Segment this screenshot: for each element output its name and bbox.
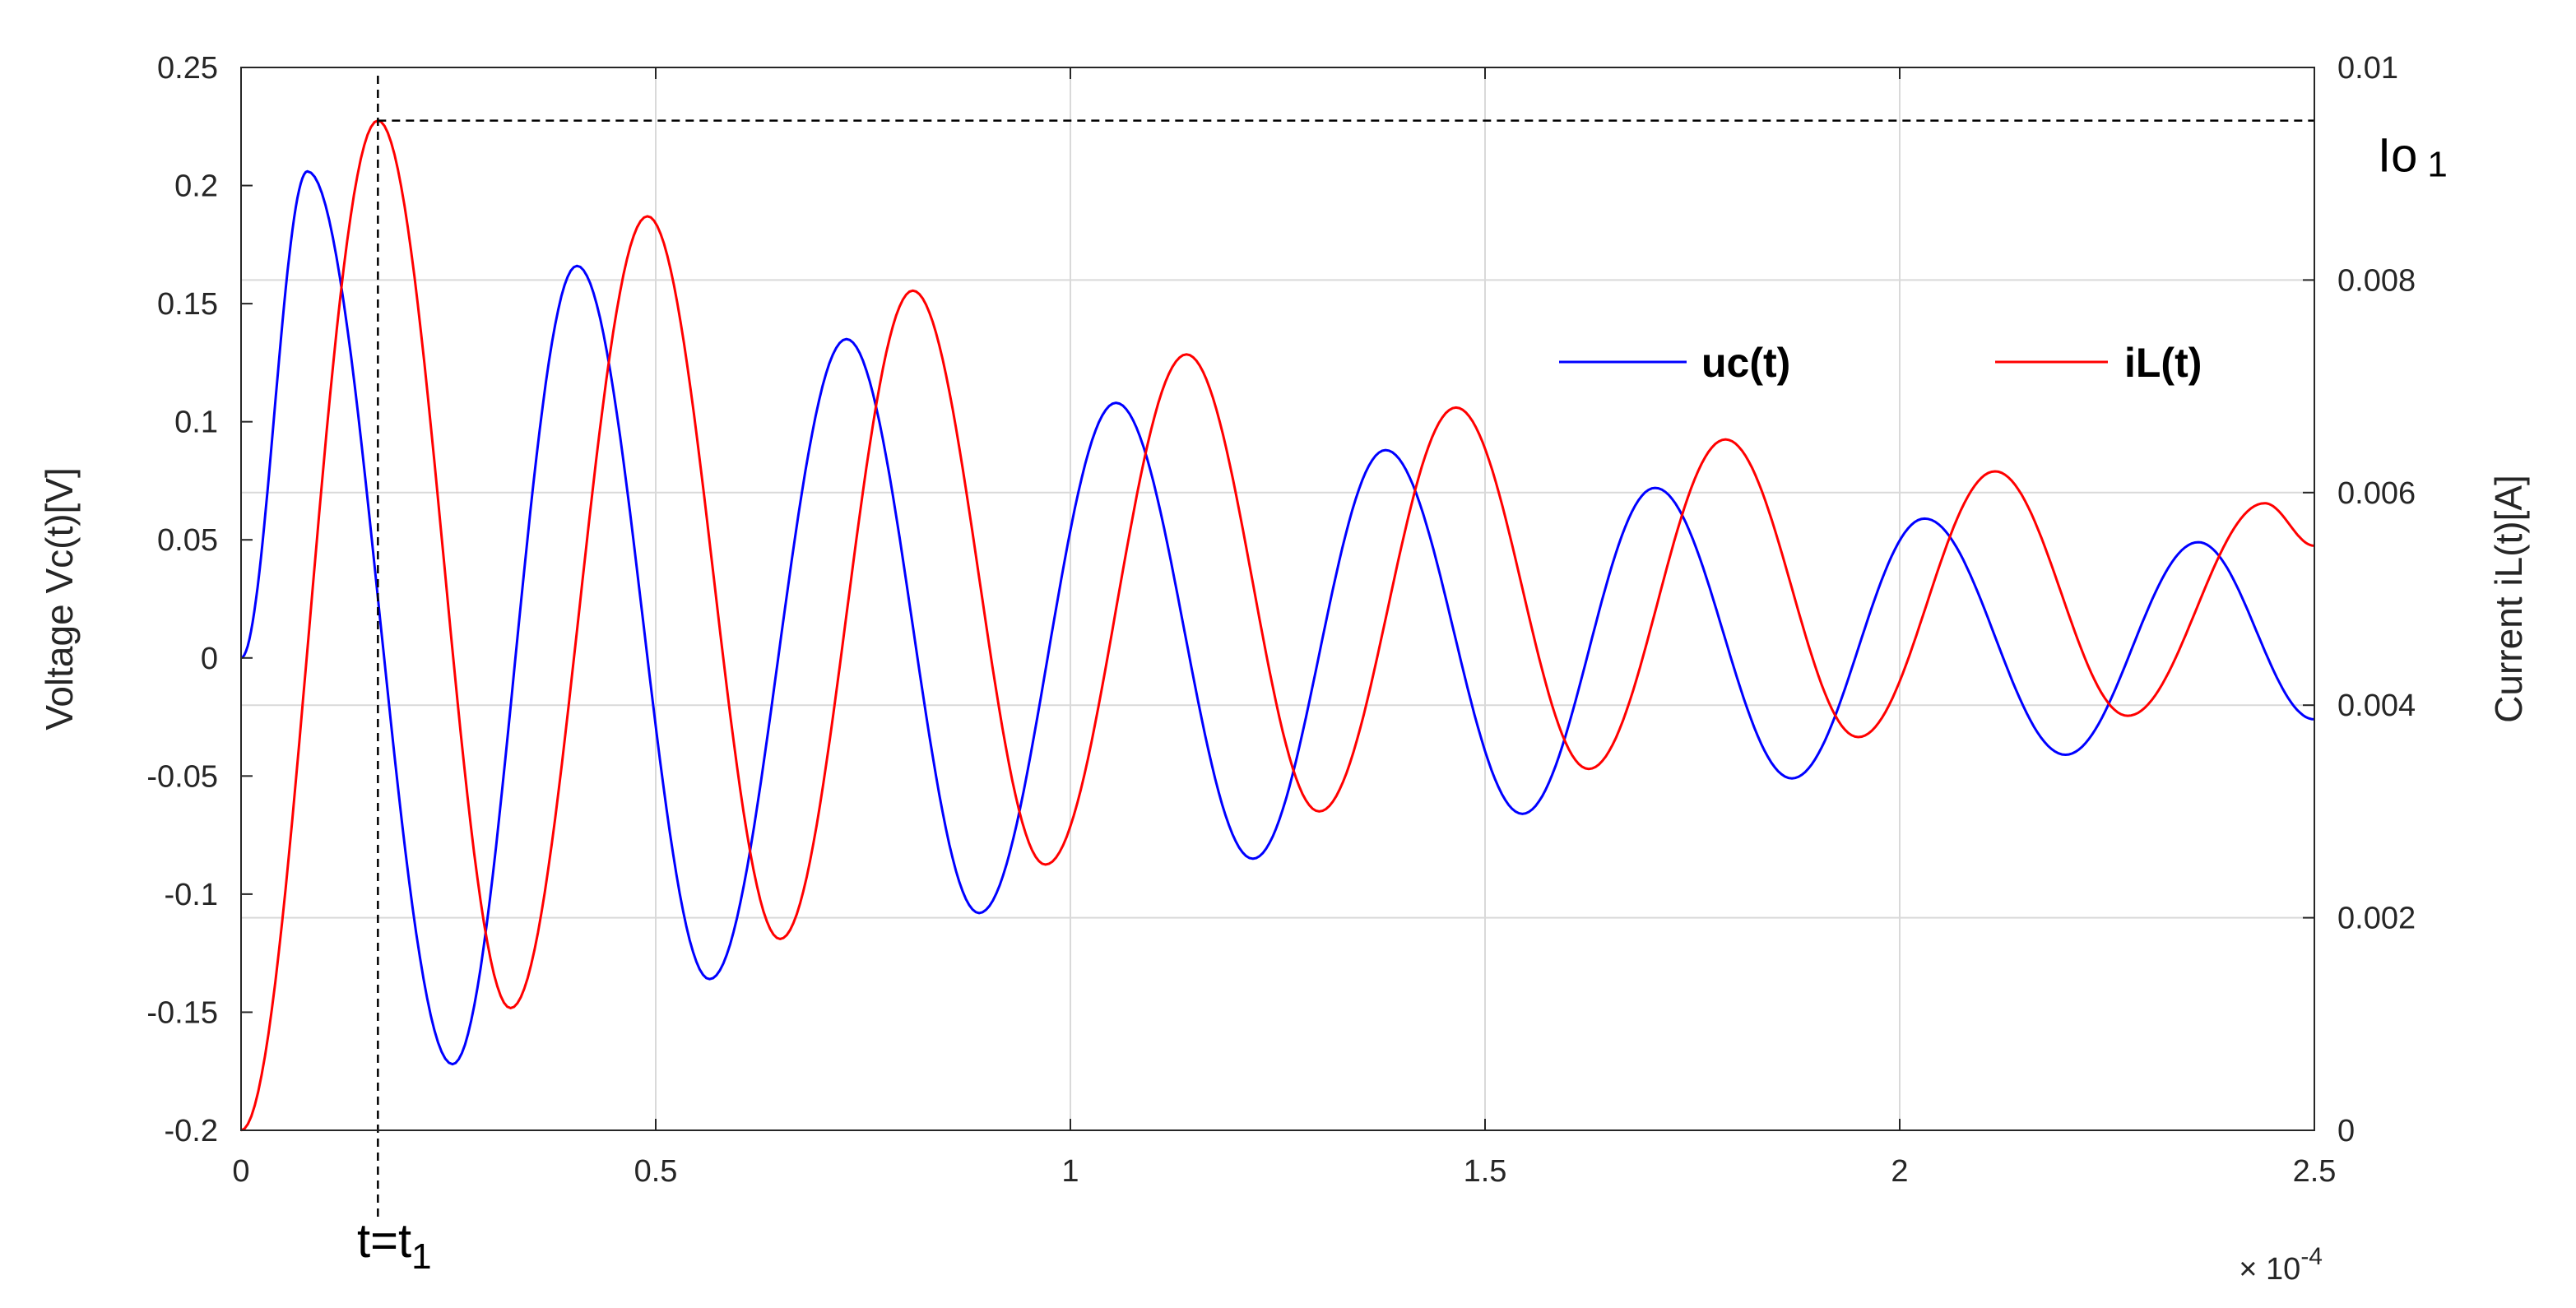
annotation-lines bbox=[377, 76, 2314, 1219]
y-axis-label-left: Voltage Vc(t)[V] bbox=[38, 467, 81, 731]
grid bbox=[240, 67, 2315, 1131]
plot-frame bbox=[240, 67, 2315, 1131]
series-line-il bbox=[240, 118, 2315, 1132]
ticks: 0 0.5 1 1.5 2 2.5 -0.2 -0.15 -0.1 -0.05 0 0.05 0.1 0.… bbox=[146, 51, 2416, 1189]
t1-label: t=t bbox=[357, 1214, 411, 1268]
y-left-tick-label: -0.05 bbox=[146, 759, 218, 794]
y-right-tick-label: 0.008 bbox=[2337, 263, 2416, 298]
legend-label-il: iL(t) bbox=[2124, 340, 2202, 386]
x-tick-label: 0.5 bbox=[634, 1154, 678, 1189]
x-tick-label: 0 bbox=[232, 1154, 249, 1189]
x-exponent-power: -4 bbox=[2300, 1243, 2323, 1270]
y-left-tick-label: -0.15 bbox=[146, 995, 218, 1030]
y-right-tick-label: 0 bbox=[2337, 1114, 2355, 1148]
legend-label-uc: uc(t) bbox=[1701, 340, 1790, 386]
io-subscript: 1 bbox=[2427, 145, 2447, 185]
y-left-tick-label: -0.1 bbox=[165, 878, 218, 912]
x-tick-label: 1 bbox=[1061, 1154, 1079, 1189]
x-tick-label: 1.5 bbox=[1464, 1154, 1507, 1189]
y-left-tick-label: 0.1 bbox=[174, 406, 218, 440]
y-right-tick-label: 0.01 bbox=[2337, 51, 2398, 86]
y-left-tick-label: 0.05 bbox=[157, 523, 218, 558]
y-left-tick-label: 0.2 bbox=[174, 169, 218, 204]
legend: uc(t) iL(t) bbox=[1559, 340, 2202, 386]
y-axis-label-right: Current iL(t)[A] bbox=[2487, 475, 2530, 723]
y-left-tick-label: 0.25 bbox=[157, 51, 218, 86]
t1-annotation: t=t1 bbox=[357, 1214, 432, 1277]
y-left-tick-label: -0.2 bbox=[165, 1114, 218, 1148]
io-annotation: Io 1 bbox=[2378, 129, 2448, 185]
y-right-tick-label: 0.004 bbox=[2337, 689, 2416, 723]
y-right-tick-label: 0.006 bbox=[2337, 476, 2416, 511]
x-tick-label: 2.5 bbox=[2293, 1154, 2337, 1189]
series-line-uc bbox=[240, 169, 2315, 1066]
y-right-tick-label: 0.002 bbox=[2337, 902, 2416, 936]
series-layer bbox=[240, 118, 2315, 1132]
y-left-tick-label: 0.15 bbox=[157, 287, 218, 322]
x-axis-exponent: × 10-4 bbox=[2239, 1243, 2323, 1287]
y-left-tick-label: 0 bbox=[201, 642, 218, 676]
x-exponent-base: × 10 bbox=[2239, 1252, 2300, 1287]
t1-subscript: 1 bbox=[411, 1236, 431, 1277]
x-tick-label: 2 bbox=[1891, 1154, 1908, 1189]
io-label: Io bbox=[2378, 129, 2417, 183]
